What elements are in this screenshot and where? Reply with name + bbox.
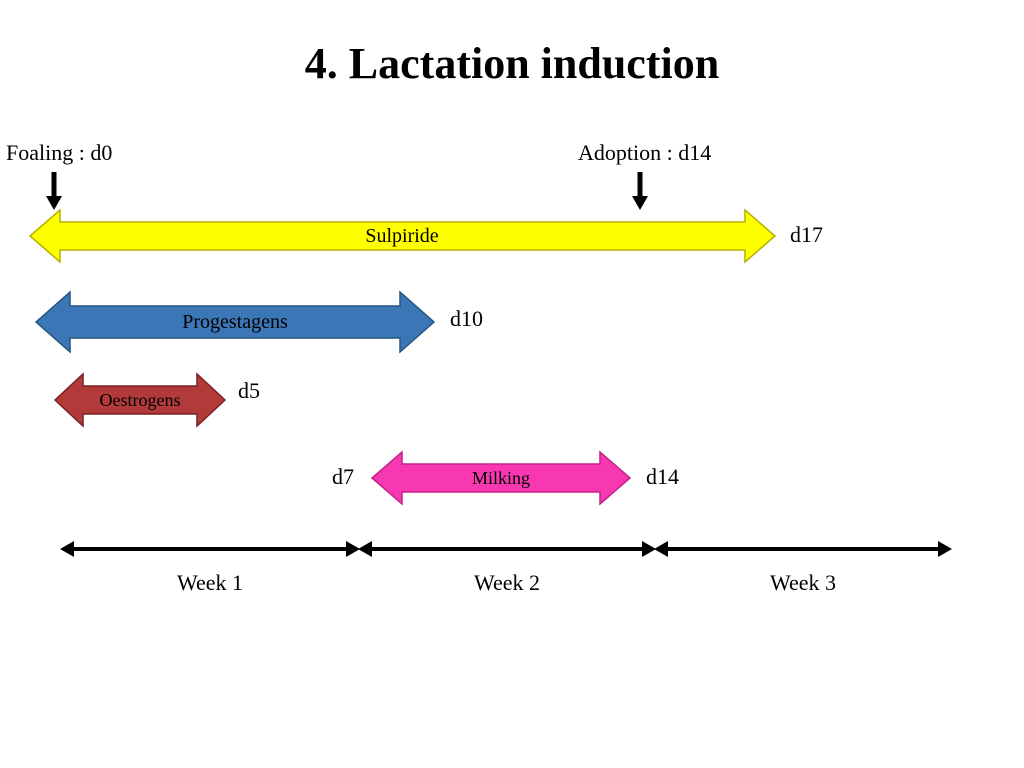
week2-label: Week 2 (358, 570, 656, 596)
sulpiride-end-label: d17 (790, 222, 823, 248)
week1-axis-icon (60, 536, 360, 562)
page-title: 4. Lactation induction (0, 38, 1024, 89)
milking-start-label: d7 (332, 464, 354, 490)
milking-bar: Milking (372, 444, 630, 512)
progestagens-label: Progestagens (182, 311, 288, 333)
week1-label: Week 1 (60, 570, 360, 596)
oestrogens-bar: Oestrogens (55, 366, 225, 434)
oestrogens-label: Oestrogens (100, 390, 181, 410)
sulpiride-label: Sulpiride (365, 225, 438, 247)
sulpiride-bar: Sulpiride (30, 200, 775, 272)
week3-axis-icon (654, 536, 952, 562)
week3-label: Week 3 (654, 570, 952, 596)
week2-axis-icon (358, 536, 656, 562)
foaling-label: Foaling : d0 (6, 140, 112, 166)
adoption-label: Adoption : d14 (578, 140, 711, 166)
oestrogens-end-label: d5 (238, 378, 260, 404)
milking-label: Milking (472, 468, 530, 488)
milking-end-label: d14 (646, 464, 679, 490)
progestagens-bar: Progestagens (36, 284, 434, 360)
progestagens-end-label: d10 (450, 306, 483, 332)
diagram-stage: 4. Lactation induction Foaling : d0 Adop… (0, 0, 1024, 768)
